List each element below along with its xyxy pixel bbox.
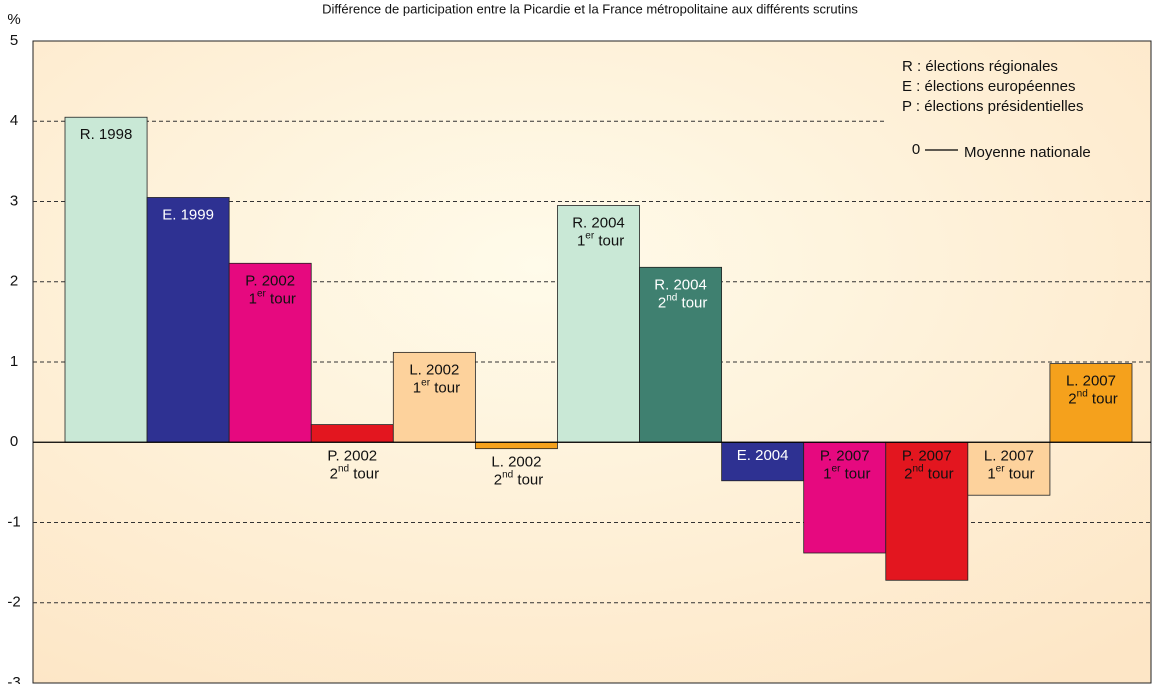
bar: [392, 351, 476, 443]
legend-entry: R : élections régionales: [902, 58, 1058, 75]
bar-label: P. 2007 2nd tour: [900, 447, 954, 482]
bar-label: L. 2007 2nd tour: [1064, 373, 1118, 408]
bar: [885, 441, 969, 581]
bar-label: P. 2002 1er tour: [244, 272, 295, 307]
y-axis-label: %: [7, 11, 20, 28]
y-tick-label: 5: [10, 32, 18, 49]
legend-baseline-value: 0: [912, 141, 920, 158]
chart-title: Différence de participation entre la Pic…: [322, 1, 858, 16]
bar: [803, 441, 887, 554]
bar-label: E. 2004: [737, 447, 789, 464]
bar-label: L. 2002 1er tour: [409, 361, 460, 396]
bar-label: L. 2002 2nd tour: [490, 454, 544, 489]
bar: [64, 116, 148, 443]
bar: [557, 205, 640, 443]
bar: [721, 441, 805, 482]
bar: [228, 262, 312, 443]
y-tick-label: -1: [7, 513, 20, 530]
bar-label: R. 2004 1er tour: [572, 214, 625, 249]
bar-label: P. 2002 2nd tour: [325, 447, 379, 482]
y-tick-label: 0: [10, 433, 18, 450]
legend-entry: P : élections présidentielles: [902, 98, 1084, 115]
bar-label: R. 2004 2nd tour: [654, 276, 708, 311]
y-tick-label: -3: [7, 674, 20, 684]
bar-label: E. 1999: [162, 206, 214, 223]
y-tick-label: 1: [10, 353, 18, 370]
legend-entry: E : élections européennes: [902, 78, 1075, 95]
legend-baseline-label: Moyenne nationale: [964, 144, 1091, 161]
bar: [310, 424, 394, 443]
bar: [1049, 363, 1133, 443]
y-tick-label: 3: [10, 192, 18, 209]
y-tick-label: -2: [7, 594, 20, 611]
y-tick-label: 4: [10, 112, 18, 129]
y-tick-label: 2: [10, 273, 18, 290]
bar-label: P. 2007 1er tour: [819, 447, 870, 482]
bar: [639, 266, 723, 443]
bar: [146, 197, 230, 443]
bar: [474, 441, 558, 450]
bar-label: R. 1998: [80, 126, 133, 143]
bar-label: L. 2007 1er tour: [983, 447, 1034, 482]
